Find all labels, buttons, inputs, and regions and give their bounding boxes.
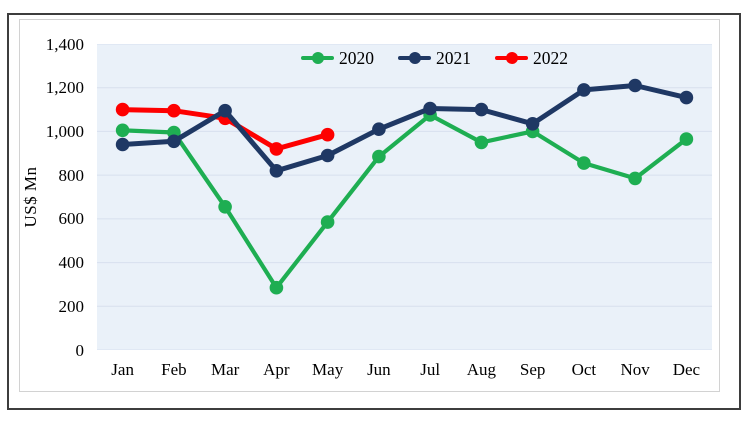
x-tick-label: Feb: [161, 360, 187, 379]
legend-label-2020: 2020: [339, 48, 374, 68]
series-2022-point: [269, 142, 284, 156]
legend-dot-2020: [311, 52, 324, 64]
series-2021-point: [423, 101, 437, 116]
series-2021-line: [120, 83, 689, 174]
line-chart-svg: [97, 44, 712, 350]
y-tick-label: 400: [58, 253, 85, 273]
legend-label-2021: 2021: [436, 48, 471, 68]
series-2020-point: [474, 135, 489, 150]
legend-item-2022: 2022: [495, 47, 568, 69]
series-2021-point: [269, 164, 284, 178]
legend-label-2022: 2022: [533, 48, 568, 68]
series-2020-point: [320, 215, 335, 229]
y-tick-label: 1,400: [45, 34, 84, 54]
x-tick-label: Dec: [672, 360, 701, 379]
x-tick-label: Jun: [367, 360, 391, 379]
plot-area: [97, 44, 712, 350]
series-2020-point: [372, 149, 386, 164]
series-2020-point: [218, 200, 232, 214]
legend-item-2020: 2020: [301, 47, 374, 69]
series-2022-point: [115, 102, 130, 117]
series-2020-line: [120, 112, 689, 290]
series-2021-point: [577, 83, 591, 97]
series-2021-point: [679, 90, 694, 105]
series-2020-point: [679, 132, 694, 146]
legend-line-swatch-2020: [301, 52, 334, 64]
series-2020-point: [628, 171, 642, 186]
x-tick-label: Jul: [420, 360, 441, 379]
legend-line-swatch-2022: [495, 52, 528, 64]
series-2021-point: [115, 137, 130, 152]
y-tick-label: 1,000: [45, 121, 84, 141]
series-2021: [115, 78, 694, 178]
series-2021-point: [372, 122, 386, 136]
series-2021-point: [474, 102, 489, 117]
legend-item-2021: 2021: [398, 47, 471, 69]
legend-line-swatch-2021: [398, 52, 431, 64]
x-tick-label: Oct: [571, 360, 597, 379]
series-2021-point: [218, 103, 232, 118]
x-tick-label: Nov: [620, 360, 650, 379]
x-tick-label: May: [312, 360, 344, 379]
y-tick-label: 600: [58, 209, 85, 229]
chart-legend: 2020 2021 2022: [301, 47, 568, 69]
series-2020-point: [269, 280, 284, 295]
series-2020-point: [577, 156, 591, 170]
y-tick-label: 800: [58, 165, 85, 185]
y-tick-label: 1,200: [45, 78, 84, 98]
x-tick-label: Mar: [210, 360, 240, 379]
series-2021-point: [167, 134, 181, 149]
series-2021-point: [320, 148, 335, 163]
series-2022-point: [320, 127, 335, 142]
y-tick-label: 0: [75, 340, 85, 360]
y-tick-label: 200: [58, 296, 85, 316]
legend-dot-2022: [505, 52, 518, 64]
x-tick-label: Sep: [519, 360, 546, 379]
x-tick-label: Jan: [111, 360, 134, 379]
series-2022-point: [167, 103, 181, 118]
plot-background: [97, 44, 712, 350]
x-tick-label: Aug: [466, 360, 497, 379]
series-2021-point: [525, 117, 540, 131]
x-tick-label: Apr: [263, 360, 290, 379]
series-2021-point: [628, 78, 642, 93]
legend-dot-2021: [408, 52, 421, 64]
series-2020-point: [115, 123, 130, 138]
